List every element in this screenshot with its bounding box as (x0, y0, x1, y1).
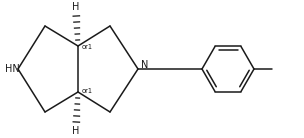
Text: N: N (141, 60, 149, 70)
Text: or1: or1 (82, 88, 93, 94)
Text: or1: or1 (82, 44, 93, 50)
Text: H: H (72, 126, 80, 136)
Text: HN: HN (5, 64, 19, 74)
Text: H: H (72, 2, 80, 12)
